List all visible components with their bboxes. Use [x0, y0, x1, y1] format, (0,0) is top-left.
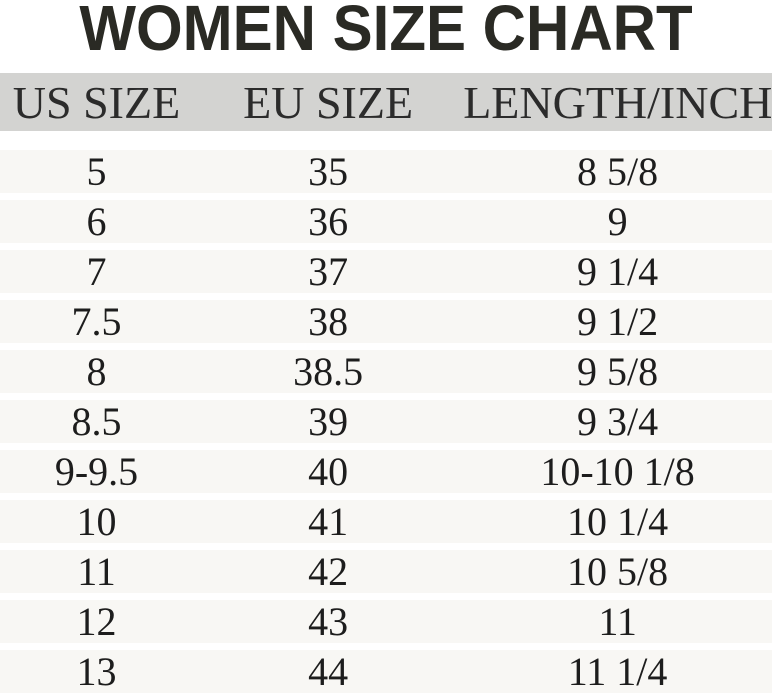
eu-size-value: 42 — [308, 549, 349, 594]
length-inch-value: 9 3/4 — [577, 399, 659, 444]
length-inch-value: 9 — [607, 199, 628, 244]
us-size-value: 5 — [86, 149, 107, 194]
table-body: 5 35 8 5/8 6 36 9 7 37 9 1/4 7.5 38 9 1/… — [0, 149, 772, 694]
column-header-us-size: US SIZE — [12, 76, 181, 128]
length-inch-value: 10-10 1/8 — [540, 449, 695, 494]
length-inch-value: 11 1/4 — [567, 649, 668, 694]
us-size-value: 8.5 — [71, 399, 122, 444]
chart-title: WOMEN SIZE CHART — [79, 0, 693, 64]
table-row: 9-9.5 40 10-10 1/8 — [0, 449, 772, 494]
eu-size-value: 36 — [308, 199, 349, 244]
table-header-row: US SIZE EU SIZE LENGTH/INCH — [0, 73, 772, 131]
eu-size-value: 44 — [308, 649, 349, 694]
eu-size-value: 37 — [308, 249, 349, 294]
table-row: 11 42 10 5/8 — [0, 549, 772, 594]
eu-size-value: 35 — [308, 149, 349, 194]
eu-size-value: 38.5 — [293, 349, 364, 394]
table-row: 8.5 39 9 3/4 — [0, 399, 772, 444]
eu-size-value: 43 — [308, 599, 349, 644]
length-inch-value: 9 5/8 — [577, 349, 659, 394]
eu-size-value: 39 — [308, 399, 349, 444]
table-row: 5 35 8 5/8 — [0, 149, 772, 194]
us-size-value: 13 — [76, 649, 117, 694]
length-inch-value: 11 — [598, 599, 637, 644]
us-size-value: 7 — [86, 249, 107, 294]
table-row: 12 43 11 — [0, 599, 772, 644]
us-size-value: 6 — [86, 199, 107, 244]
length-inch-value: 9 1/2 — [577, 299, 659, 344]
table-row: 8 38.5 9 5/8 — [0, 349, 772, 394]
eu-size-value: 40 — [308, 449, 349, 494]
us-size-value: 12 — [76, 599, 117, 644]
table-row: 13 44 11 1/4 — [0, 649, 772, 694]
table-row: 7 37 9 1/4 — [0, 249, 772, 294]
us-size-value: 7.5 — [71, 299, 122, 344]
us-size-value: 10 — [76, 499, 117, 544]
length-inch-value: 10 5/8 — [567, 549, 669, 594]
us-size-value: 9-9.5 — [54, 449, 139, 494]
us-size-value: 11 — [77, 549, 116, 594]
table-row: 7.5 38 9 1/2 — [0, 299, 772, 344]
us-size-value: 8 — [86, 349, 107, 394]
length-inch-value: 8 5/8 — [577, 149, 659, 194]
column-header-eu-size: EU SIZE — [243, 76, 414, 128]
length-inch-value: 10 1/4 — [567, 499, 669, 544]
eu-size-value: 41 — [308, 499, 349, 544]
column-header-length-inch: LENGTH/INCH — [463, 76, 772, 128]
table-row: 6 36 9 — [0, 199, 772, 244]
eu-size-value: 38 — [308, 299, 349, 344]
length-inch-value: 9 1/4 — [577, 249, 659, 294]
table-row: 10 41 10 1/4 — [0, 499, 772, 544]
